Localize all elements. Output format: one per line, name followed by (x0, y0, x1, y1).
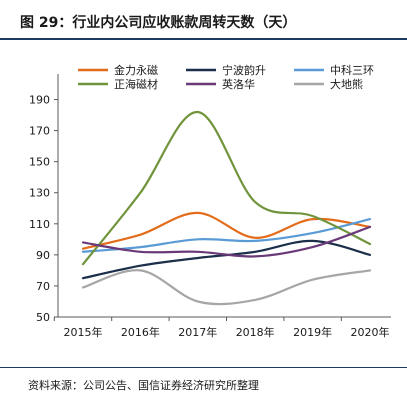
chart-series (81, 110, 372, 306)
source-note: 资料来源：公司公告、国信证券经济研究所整理 (28, 379, 259, 392)
y-tick-label: 70 (36, 280, 50, 293)
legend-label: 大地熊 (330, 77, 363, 91)
line-chart: 50 70 90 110 130 150 170 190 2015年 2016年 2017年 2018… (29, 63, 391, 339)
y-tick-label: 190 (29, 94, 50, 107)
x-tick-label: 2015年 (64, 325, 103, 339)
legend-label: 宁波韵升 (222, 63, 266, 77)
legend-label: 英洛华 (222, 77, 255, 91)
x-tick-label: 2017年 (178, 325, 217, 339)
figure-title: 图 29：行业内公司应收账款周转天数（天） (20, 15, 297, 31)
figure-footer: 资料来源：公司公告、国信证券经济研究所整理 (0, 367, 407, 402)
series-line-2 (81, 239, 372, 280)
series-line-5 (81, 225, 372, 258)
legend-label: 正海磁材 (114, 77, 158, 91)
legend-label: 中科三环 (330, 63, 374, 77)
x-tick-label: 2018年 (236, 325, 275, 339)
y-tick-label: 90 (36, 249, 50, 262)
y-tick-label: 50 (36, 311, 50, 324)
y-tick-label: 130 (29, 187, 50, 200)
x-tick-label: 2016年 (121, 325, 160, 339)
series-line-4 (81, 110, 372, 266)
series-line-6 (81, 269, 372, 306)
chart-axes: 50 70 90 110 130 150 170 190 2015年 2016年 2017年 2018… (29, 74, 391, 339)
series-line-1 (81, 211, 372, 250)
y-tick-label: 170 (29, 125, 50, 138)
series-line-3 (81, 218, 372, 253)
figure-header: 图 29：行业内公司应收账款周转天数（天） (0, 0, 407, 40)
x-tick-label: 2020年 (351, 325, 390, 339)
y-tick-label: 150 (29, 156, 50, 169)
x-tick-label: 2019年 (293, 325, 332, 339)
legend-label: 金力永磁 (114, 63, 158, 77)
y-tick-label: 110 (29, 218, 50, 231)
